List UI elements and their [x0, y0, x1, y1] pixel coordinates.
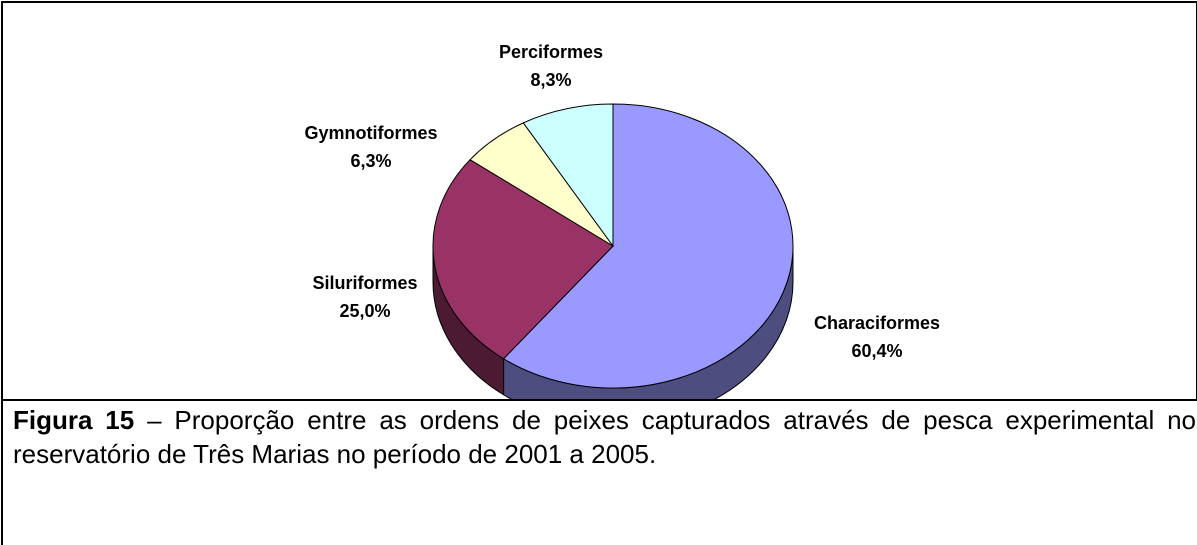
slice-value-label: 6,3%: [350, 151, 391, 171]
slice-label: Perciformes: [499, 42, 603, 62]
caption-label: Figura 15: [13, 405, 135, 435]
slice: [522, 103, 614, 248]
slice: [432, 159, 614, 360]
slice-label: Gymnotiformes: [304, 123, 437, 143]
caption-text: – Proporção entre as ordens de peixes ca…: [13, 405, 1197, 469]
chart-frame: Characiformes 60,4% Siluriformes 25,0% Gymno…: [1, 1, 1197, 425]
slice-label: Characiformes: [814, 313, 940, 333]
slice-value-label: 8,3%: [530, 70, 571, 90]
figure-caption: Figura 15 – Proporção entre as ordens de…: [1, 399, 1197, 545]
slice-value-label: 25,0%: [339, 301, 390, 321]
chart: Characiformes 60,4% Siluriformes 25,0% Gymno…: [304, 42, 940, 425]
slice-label: Siluriformes: [312, 273, 417, 293]
slice-value-label: 60,4%: [851, 341, 902, 361]
slice: [502, 103, 794, 389]
